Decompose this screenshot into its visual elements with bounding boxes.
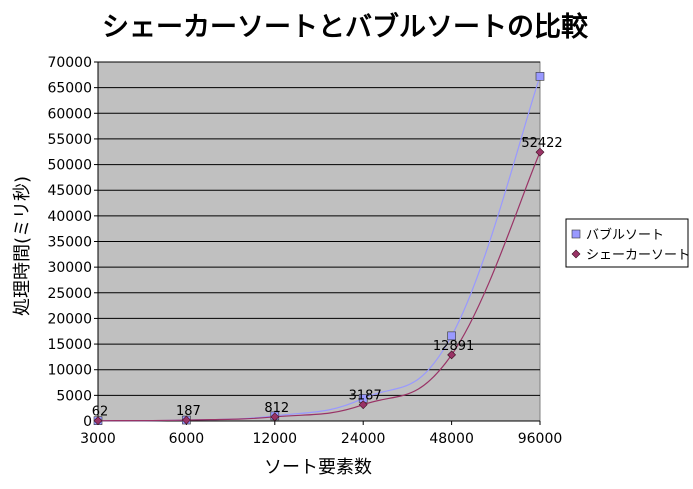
- y-axis-label: 処理時間(ミリ秒): [12, 176, 33, 316]
- data-point: [358, 400, 368, 410]
- legend-entry-label: バブルソート: [586, 227, 664, 243]
- legend-box: [565, 218, 689, 268]
- legend-marker: [571, 229, 581, 239]
- y-tick-label: 15000: [47, 337, 92, 353]
- x-tick-label: 48000: [429, 431, 474, 447]
- y-tick-label: 50000: [47, 158, 92, 174]
- data-point: [181, 415, 191, 425]
- y-tick-label: 45000: [47, 183, 92, 199]
- data-point: [535, 147, 545, 157]
- data-label: 187: [176, 404, 201, 419]
- data-label: 52422: [521, 136, 562, 151]
- y-tick-label: 60000: [47, 106, 92, 122]
- data-point: [270, 412, 280, 422]
- x-tick-label: 24000: [341, 431, 386, 447]
- y-tick-label: 35000: [47, 235, 92, 251]
- y-tick-label: 65000: [47, 81, 92, 97]
- legend-marker: [571, 249, 581, 259]
- legend-entry-label: シェーカーソート: [586, 248, 690, 263]
- data-point: [447, 331, 456, 341]
- data-point: [535, 72, 545, 81]
- chart-title: シェーカーソートとバブルソートの比較: [102, 11, 589, 43]
- data-label: 3187: [349, 389, 382, 404]
- y-tick-label: 25000: [47, 286, 92, 302]
- y-tick-label: 30000: [47, 260, 92, 276]
- x-axis-label: ソート要素数: [264, 457, 372, 478]
- y-tick-label: 20000: [47, 311, 92, 327]
- x-tick-label: 3000: [80, 431, 116, 447]
- y-tick-label: 0: [83, 414, 92, 430]
- y-tick-label: 55000: [47, 132, 92, 148]
- y-tick-label: 40000: [47, 209, 92, 225]
- y-tick-label: 5000: [56, 388, 92, 404]
- data-label: 12891: [433, 339, 474, 354]
- y-tick-label: 10000: [47, 363, 92, 379]
- x-tick-label: 12000: [253, 431, 298, 447]
- data-point: [447, 350, 457, 360]
- data-label: 62: [92, 405, 109, 420]
- data-label: 812: [264, 401, 289, 416]
- data-point: [93, 416, 103, 426]
- x-tick-label: 6000: [169, 431, 205, 447]
- y-tick-label: 70000: [47, 55, 92, 71]
- x-tick-label: 96000: [518, 431, 563, 447]
